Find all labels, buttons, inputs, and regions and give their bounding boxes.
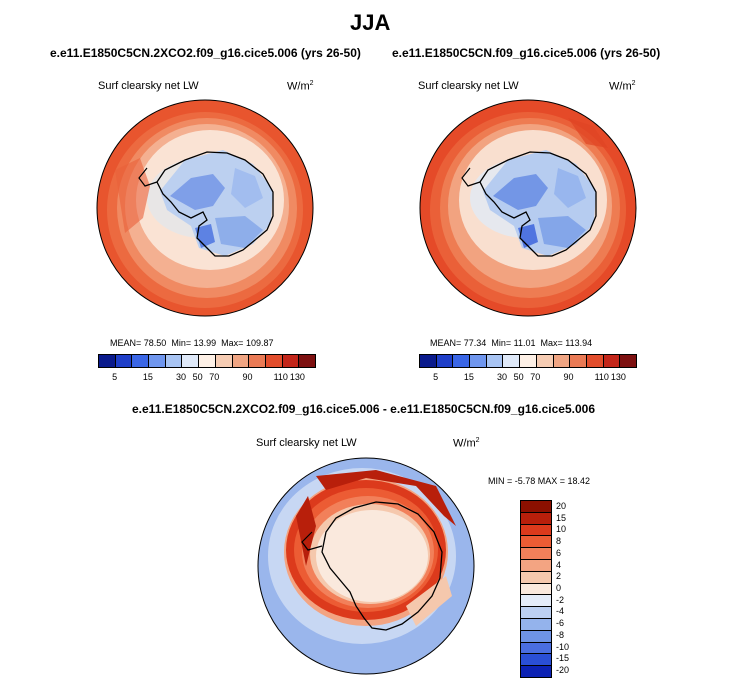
colorbar-tick-label: 6 (556, 547, 562, 558)
colorbar-swatch (215, 355, 233, 367)
colorbar-swatch (521, 607, 551, 619)
panel1-units: W/m2 (287, 80, 314, 93)
colorbar-swatch (420, 355, 437, 367)
panel1-variable-label: Surf clearsky net LW (98, 80, 199, 92)
colorbar-swatch (521, 548, 551, 560)
diff-units: W/m2 (453, 437, 480, 450)
colorbar-tick-label: 130 (289, 372, 305, 382)
diff-minmax: MIN = -5.78 MAX = 18.42 (488, 476, 591, 486)
colorbar-tick-label: 130 (610, 372, 626, 382)
colorbar-tick-label: 20 (556, 500, 567, 511)
colorbar-swatch (536, 355, 554, 367)
colorbar-swatch (521, 571, 551, 584)
colorbar-tick-label: -20 (556, 665, 570, 676)
colorbar-tick-label: 10 (556, 524, 567, 535)
colorbar-swatch (165, 355, 183, 367)
colorbar-swatch (265, 355, 283, 367)
colorbar-tick-label: 0 (556, 583, 562, 593)
colorbar-tick-label: 50 (513, 372, 524, 382)
panel1-case-title: e.e11.E1850C5CN.2XCO2.f09_g16.cice5.006 … (50, 46, 361, 60)
colorbar-tick-label: 70 (530, 372, 541, 382)
colorbar-tick-label: 5 (112, 372, 118, 382)
colorbar-tick-label: 4 (556, 559, 562, 570)
colorbar-tick-label: 90 (563, 372, 574, 382)
panel1-stats: MEAN= 78.50 Min= 13.99 Max= 109.87 (110, 338, 274, 348)
colorbar-tick-label: 8 (556, 536, 562, 547)
colorbar-swatch (553, 355, 571, 367)
colorbar-tick-label: -4 (556, 606, 565, 617)
colorbar-tick-label: 30 (497, 372, 508, 382)
colorbar-tick-label: -6 (556, 618, 565, 629)
panel1-colorbar (98, 354, 316, 368)
colorbar-tick-label: 110 (273, 372, 288, 382)
colorbar-swatch (521, 618, 551, 631)
colorbar-swatch (521, 666, 551, 677)
colorbar-tick-label: 2 (556, 571, 562, 582)
colorbar-swatch (470, 355, 487, 367)
colorbar-tick-label: -10 (556, 641, 570, 652)
colorbar-swatch (603, 355, 621, 367)
colorbar-swatch (99, 355, 116, 367)
colorbar-swatch (115, 355, 133, 367)
colorbar-swatch (521, 559, 551, 572)
colorbar-swatch (521, 536, 551, 549)
colorbar-swatch (503, 355, 521, 367)
colorbar-swatch (299, 355, 315, 367)
colorbar-swatch (132, 355, 150, 367)
colorbar-tick-label: -15 (556, 653, 570, 664)
colorbar-tick-label: 110 (594, 372, 609, 382)
colorbar-swatch (521, 512, 551, 525)
diff-variable-label: Surf clearsky net LW (256, 437, 357, 449)
colorbar-swatch (282, 355, 300, 367)
panel2-variable-label: Surf clearsky net LW (418, 80, 519, 92)
figure-title: JJA (350, 10, 391, 35)
colorbar-swatch (521, 654, 551, 667)
colorbar-swatch (521, 642, 551, 655)
colorbar-swatch (249, 355, 266, 367)
panel2-case-title: e.e11.E1850C5CN.f09_g16.cice5.006 (yrs 2… (392, 46, 661, 60)
colorbar-swatch (520, 355, 537, 367)
colorbar-swatch (232, 355, 250, 367)
panel2-map (419, 99, 637, 317)
colorbar-tick-label: 70 (209, 372, 220, 382)
colorbar-swatch (521, 524, 551, 537)
colorbar-swatch (521, 583, 551, 596)
colorbar-swatch (521, 630, 551, 643)
colorbar-swatch (486, 355, 504, 367)
colorbar-swatch (586, 355, 604, 367)
panel2-units: W/m2 (609, 80, 636, 93)
colorbar-tick-label: 15 (463, 372, 474, 382)
colorbar-swatch (199, 355, 216, 367)
colorbar-swatch (453, 355, 471, 367)
diff-colorbar (520, 500, 552, 678)
colorbar-tick-label: 15 (556, 512, 567, 523)
diff-map (257, 457, 475, 675)
colorbar-swatch (149, 355, 166, 367)
diff-case-title: e.e11.E1850C5CN.2XCO2.f09_g16.cice5.006 … (132, 402, 595, 416)
colorbar-swatch (570, 355, 587, 367)
colorbar-tick-label: 15 (142, 372, 153, 382)
panel1-map (96, 99, 314, 317)
colorbar-swatch (521, 595, 551, 608)
colorbar-tick-label: 5 (433, 372, 439, 382)
colorbar-tick-label: 30 (176, 372, 187, 382)
colorbar-tick-label: -8 (556, 629, 565, 640)
panel2-colorbar (419, 354, 637, 368)
colorbar-swatch (436, 355, 454, 367)
colorbar-swatch (620, 355, 636, 367)
colorbar-tick-label: 50 (192, 372, 203, 382)
colorbar-tick-label: -2 (556, 594, 565, 605)
colorbar-swatch (521, 501, 551, 513)
colorbar-swatch (182, 355, 200, 367)
colorbar-tick-label: 90 (242, 372, 253, 382)
panel2-stats: MEAN= 77.34 Min= 11.01 Max= 113.94 (430, 338, 593, 348)
